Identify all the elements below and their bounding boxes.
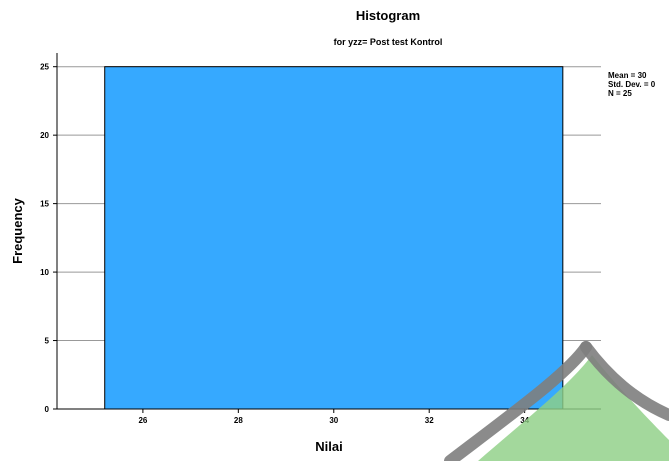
x-axis-label: Nilai — [315, 439, 342, 454]
histogram-bar-0 — [104, 66, 564, 410]
stats-line-2: N = 25 — [608, 89, 632, 98]
chart-subtitle: for yzz= Post test Kontrol — [334, 37, 443, 47]
y-tick-label-0: 0 — [45, 405, 50, 414]
tick-layer: 0 5 10 15 20 25 26 28 30 32 34 — [40, 63, 530, 425]
stats-line-0: Mean = 30 — [608, 71, 647, 80]
y-tick-label-5: 5 — [45, 337, 50, 346]
y-tick-label-15: 15 — [40, 200, 49, 209]
y-tick-label-10: 10 — [40, 268, 49, 277]
x-tick-label-28: 28 — [234, 416, 243, 425]
bar-layer — [104, 66, 564, 410]
x-tick-label-30: 30 — [329, 416, 338, 425]
y-tick-label-25: 25 — [40, 63, 49, 72]
watermark-shape — [444, 341, 669, 461]
chart-title: Histogram — [356, 8, 420, 23]
x-tick-label-26: 26 — [138, 416, 147, 425]
y-tick-label-20: 20 — [40, 131, 49, 140]
x-tick-label-34: 34 — [520, 416, 529, 425]
x-tick-label-32: 32 — [425, 416, 434, 425]
y-axis-label: Frequency — [10, 197, 25, 264]
stats-line-1: Std. Dev. = 0 — [608, 80, 656, 89]
